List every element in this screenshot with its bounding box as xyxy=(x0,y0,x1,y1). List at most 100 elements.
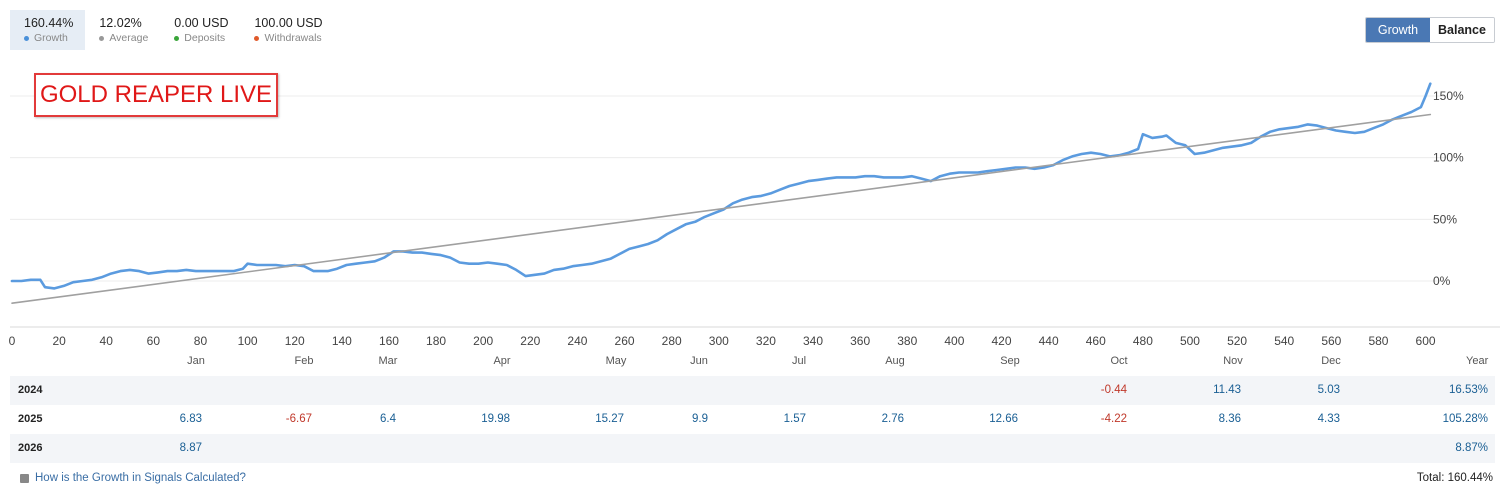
withdrawals-dot-icon xyxy=(254,35,260,41)
month-header: Jan xyxy=(187,355,205,367)
x-tick-label: 120 xyxy=(285,334,305,348)
x-tick-label: 500 xyxy=(1180,334,1200,348)
chart-mode-toggle: Growth Balance xyxy=(1365,17,1495,43)
stat-growth-value: 160.44% xyxy=(24,16,74,30)
x-tick-label: 460 xyxy=(1086,334,1106,348)
month-header: Jun xyxy=(690,355,708,367)
x-tick-label: 160 xyxy=(379,334,399,348)
table-row: 2026 8.87 8.87% xyxy=(10,434,1495,463)
month-value-cell[interactable]: 6.4 xyxy=(380,413,396,425)
x-tick-label: 100 xyxy=(238,334,258,348)
month-value-cell[interactable]: 8.36 xyxy=(1218,413,1241,425)
x-tick-label: 280 xyxy=(662,334,682,348)
total-growth: Total: 160.44% xyxy=(1416,472,1493,484)
month-header: Dec xyxy=(1321,355,1341,367)
growth-line xyxy=(10,82,1432,290)
stat-withdrawals[interactable]: 100.00 USD Withdrawals xyxy=(240,10,334,50)
month-header: Apr xyxy=(493,355,511,367)
month-header: May xyxy=(605,355,627,367)
x-tick-label: 60 xyxy=(147,334,161,348)
help-icon xyxy=(20,473,29,483)
year-total-cell[interactable]: 8.87% xyxy=(1455,442,1488,454)
months-header: Jan Feb Mar Apr May Jun Jul Aug Sep Oct … xyxy=(0,355,1500,371)
x-tick-label: 220 xyxy=(520,334,540,348)
x-tick-label: 0 xyxy=(9,334,16,348)
x-tick-label: 80 xyxy=(194,334,208,348)
month-value-cell[interactable]: 8.87 xyxy=(179,442,202,454)
x-tick-label: 200 xyxy=(473,334,493,348)
x-tick-label: 540 xyxy=(1274,334,1294,348)
month-header: Aug xyxy=(885,355,905,367)
x-tick-label: 420 xyxy=(991,334,1011,348)
x-tick-label: 600 xyxy=(1416,334,1436,348)
y-tick-label: 100% xyxy=(1433,151,1464,165)
x-tick-label: 360 xyxy=(850,334,870,348)
balance-toggle-button[interactable]: Balance xyxy=(1430,18,1494,42)
month-value-cell[interactable]: 5.03 xyxy=(1317,384,1340,396)
month-value-cell[interactable]: 4.33 xyxy=(1317,413,1340,425)
signal-title-overlay: GOLD REAPER LIVE xyxy=(34,73,278,117)
month-header: Feb xyxy=(294,355,314,367)
y-tick-label: 50% xyxy=(1433,212,1457,226)
table-row: 2025 6.83 -6.67 6.4 19.98 15.27 9.9 1.57 2.76 12.… xyxy=(10,405,1495,434)
month-value-cell[interactable]: 12.66 xyxy=(989,413,1018,425)
growth-toggle-button[interactable]: Growth xyxy=(1366,18,1430,42)
month-value-cell[interactable]: -6.67 xyxy=(285,413,312,425)
stat-deposits-label: Deposits xyxy=(184,32,226,44)
average-trend-line xyxy=(11,113,1432,304)
year-cell: 2026 xyxy=(18,442,43,454)
growth-help-link[interactable]: How is the Growth in Signals Calculated? xyxy=(20,472,246,484)
month-header: Mar xyxy=(378,355,398,367)
month-value-cell[interactable]: 19.98 xyxy=(481,413,510,425)
average-dot-icon xyxy=(99,35,105,41)
deposits-dot-icon xyxy=(174,35,180,41)
month-value-cell[interactable]: 15.27 xyxy=(595,413,624,425)
stat-average-value: 12.02% xyxy=(99,16,142,30)
month-header: Jul xyxy=(791,355,807,367)
x-tick-label: 340 xyxy=(803,334,823,348)
year-total-cell[interactable]: 16.53% xyxy=(1448,384,1488,396)
stat-withdrawals-label: Withdrawals xyxy=(264,32,322,44)
month-header: Oct xyxy=(1110,355,1128,367)
x-tick-label: 40 xyxy=(100,334,114,348)
x-tick-label: 320 xyxy=(756,334,776,348)
stats-bar: 160.44% Growth 12.02% Average 0.00 USD D… xyxy=(10,10,335,50)
year-cell: 2025 xyxy=(18,413,43,425)
x-tick-label: 440 xyxy=(1039,334,1059,348)
x-tick-label: 580 xyxy=(1368,334,1388,348)
x-tick-label: 260 xyxy=(615,334,635,348)
stat-growth-label: Growth xyxy=(34,32,68,44)
month-header: Nov xyxy=(1223,355,1243,367)
growth-chart: 0% 50% 100% 150% 0 20 40 60 80 100 120 140 160 180 200… xyxy=(9,82,1500,348)
month-value-cell[interactable]: 9.9 xyxy=(692,413,708,425)
year-total-cell[interactable]: 105.28% xyxy=(1442,413,1488,425)
monthly-growth-table: 2024 -0.44 11.43 5.03 16.53% 2025 6.83 -6.67 6.4… xyxy=(10,376,1495,463)
x-tick-label: 140 xyxy=(332,334,352,348)
y-tick-label: 150% xyxy=(1433,89,1464,103)
month-value-cell[interactable]: 1.57 xyxy=(783,413,806,425)
stat-deposits[interactable]: 0.00 USD Deposits xyxy=(160,10,240,50)
month-value-cell[interactable]: 2.76 xyxy=(881,413,904,425)
x-tick-label: 480 xyxy=(1133,334,1153,348)
stat-average-label: Average xyxy=(109,32,149,44)
x-tick-label: 380 xyxy=(897,334,917,348)
month-value-cell[interactable]: 11.43 xyxy=(1213,384,1241,396)
x-tick-label: 20 xyxy=(52,334,66,348)
x-tick-label: 300 xyxy=(709,334,729,348)
growth-dot-icon xyxy=(24,35,29,41)
year-cell: 2024 xyxy=(18,384,43,396)
stat-average[interactable]: 12.02% Average xyxy=(85,10,160,50)
x-tick-label: 400 xyxy=(944,334,964,348)
month-value-cell[interactable]: -0.44 xyxy=(1100,384,1127,396)
x-tick-label: 240 xyxy=(567,334,587,348)
x-tick-label: 560 xyxy=(1321,334,1341,348)
month-value-cell[interactable]: -4.22 xyxy=(1100,413,1127,425)
stat-growth[interactable]: 160.44% Growth xyxy=(10,10,86,50)
x-tick-label: 180 xyxy=(426,334,446,348)
stat-withdrawals-value: 100.00 USD xyxy=(254,16,323,30)
x-tick-label: 520 xyxy=(1227,334,1247,348)
month-value-cell[interactable]: 6.83 xyxy=(179,413,202,425)
table-row: 2024 -0.44 11.43 5.03 16.53% xyxy=(10,376,1495,405)
stat-deposits-value: 0.00 USD xyxy=(174,16,229,30)
year-header: Year xyxy=(1466,355,1489,367)
